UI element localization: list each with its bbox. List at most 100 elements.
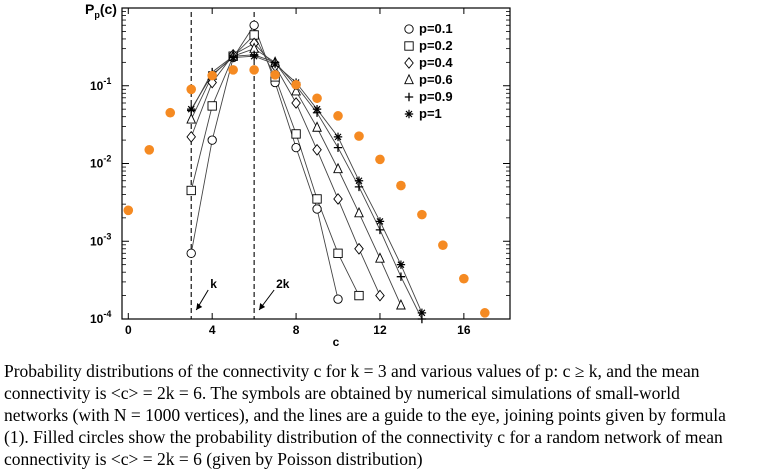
data-point [375, 289, 385, 302]
data-point [417, 209, 427, 220]
legend-entry: p=0.2 [404, 38, 453, 53]
data-point [404, 57, 414, 69]
data-point [375, 225, 385, 235]
plot-frame [121, 7, 511, 320]
caption-line: (1). Filled circles show the probability… [4, 427, 723, 447]
data-point [312, 204, 322, 214]
data-point [396, 260, 406, 269]
legend-label: p=0.6 [419, 72, 453, 87]
legend-entry: p=0.4 [404, 55, 453, 70]
data-point [333, 162, 343, 174]
data-point [249, 65, 259, 75]
x-axis-title: c [333, 335, 340, 349]
data-point [249, 51, 259, 61]
data-point [333, 294, 343, 304]
data-point [186, 248, 196, 258]
data-point [312, 194, 322, 204]
legend: p=0.1 p=0.2 p=0.4 p=0.6 p=0.9 p=1 [404, 21, 453, 121]
x-tick-label: 12 [373, 323, 387, 337]
data-point [312, 93, 322, 104]
data-point [480, 308, 490, 318]
y-tick-label: 10-4 [90, 309, 111, 326]
data-point [312, 104, 322, 114]
data-point [207, 135, 217, 145]
reference-label: k [210, 277, 217, 291]
legend-label: p=0.1 [419, 21, 453, 36]
data-point [291, 79, 301, 90]
data-point [207, 70, 217, 81]
data-point [404, 109, 414, 119]
series-line [190, 42, 381, 296]
x-tick-label: 4 [209, 323, 216, 337]
axes-labels: 0 4 8 12 16 10-1 10-2 10-3 10-4 Pp(c) c [85, 1, 471, 349]
data-point [228, 65, 238, 75]
data-point [144, 145, 155, 155]
data-point [187, 104, 196, 114]
figure-caption: Probability distributions of the connect… [4, 360, 764, 470]
data-point [404, 24, 414, 34]
data-point [333, 143, 343, 152]
reference-arrowhead [196, 303, 203, 310]
y-axis-title: Pp(c) [85, 1, 117, 20]
data-point [354, 290, 364, 301]
data-point [291, 142, 301, 153]
data-point [186, 185, 196, 196]
data-point [396, 272, 406, 281]
data-point [404, 73, 414, 85]
caption-line: connectivity is <c> = 2k = 6 (given by P… [4, 449, 423, 469]
data-point [312, 121, 322, 132]
data-point [291, 97, 301, 109]
legend-label: p=0.9 [419, 89, 453, 104]
reference-lines: k 2k [190, 12, 290, 319]
data-point [354, 176, 364, 185]
data-point [333, 248, 343, 258]
legend-entry: p=0.6 [404, 72, 453, 87]
data-point [165, 107, 176, 118]
data-point [333, 111, 343, 121]
data-point [404, 92, 414, 102]
series [190, 24, 339, 300]
data-point [438, 240, 448, 250]
legend-entry: p=0.1 [404, 21, 453, 36]
data-point [333, 132, 343, 142]
series-group [123, 20, 490, 324]
data-point [396, 299, 406, 310]
y-tick-label: 10-1 [90, 76, 111, 93]
data-point [312, 143, 322, 156]
data-point [375, 217, 385, 226]
legend-label: p=0.4 [419, 55, 453, 70]
legend-entry: p=0.9 [404, 89, 453, 104]
series-markers [186, 20, 343, 304]
data-point [249, 20, 259, 30]
x-tick-label: 8 [293, 323, 300, 337]
legend-entry: p=1 [404, 106, 442, 121]
data-point [186, 113, 197, 124]
series-line [190, 24, 339, 300]
data-point [228, 53, 238, 62]
data-point [207, 101, 217, 111]
data-point [459, 273, 469, 284]
data-point [186, 84, 197, 95]
x-tick-label: 16 [457, 323, 471, 337]
data-point [270, 59, 280, 69]
reference-arrowhead [259, 303, 266, 310]
series-markers [123, 65, 490, 318]
y-tick-label: 10-2 [90, 154, 111, 171]
series [190, 42, 381, 296]
reference-label: 2k [276, 277, 290, 291]
caption-line: connectivity is <c> = 2k = 6. The symbol… [4, 383, 680, 403]
series-markers [187, 51, 427, 318]
data-point [270, 70, 280, 80]
data-point [404, 41, 414, 51]
series [190, 54, 423, 320]
series-markers [186, 37, 385, 302]
data-point [375, 252, 385, 263]
legend-label: p=1 [419, 106, 442, 121]
data-point [354, 206, 364, 218]
data-point [333, 193, 343, 205]
y-tick-label: 10-3 [90, 231, 111, 248]
data-point [417, 308, 427, 318]
data-point [354, 242, 364, 255]
data-point [186, 130, 196, 143]
data-point [375, 154, 385, 165]
